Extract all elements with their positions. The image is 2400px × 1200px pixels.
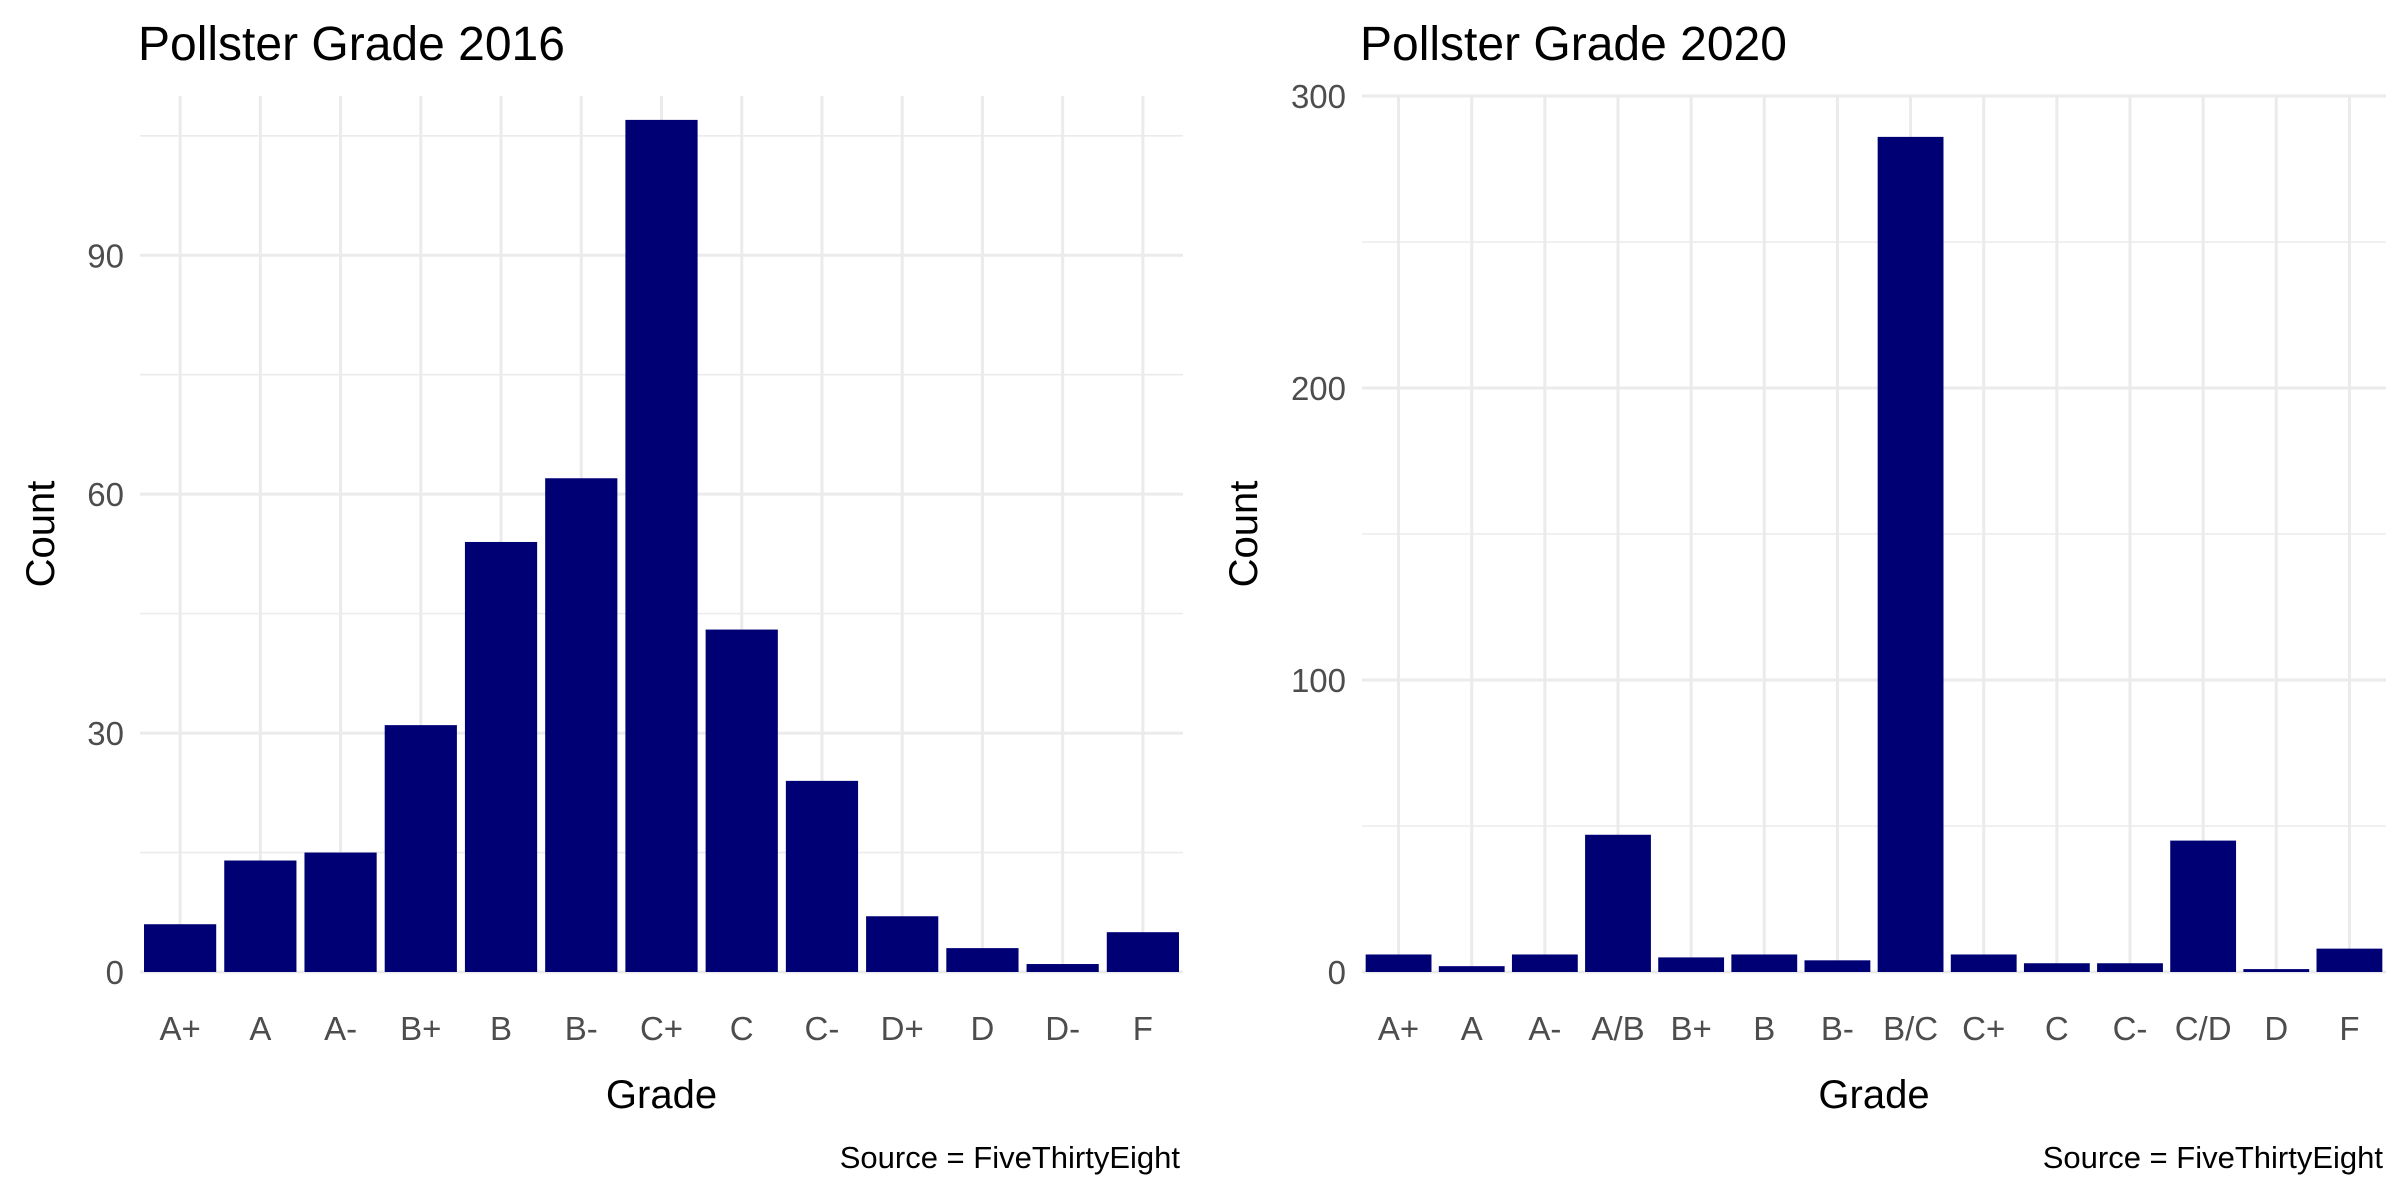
- x-tick-label: A/B: [1591, 1010, 1644, 1047]
- chart-title: Pollster Grade 2020: [1360, 18, 1787, 71]
- bar-A+: [144, 924, 217, 972]
- y-tick-label: 200: [1291, 370, 1346, 407]
- bar-B+: [1658, 957, 1725, 972]
- x-tick-label: B+: [1670, 1010, 1711, 1047]
- bar-B-: [545, 478, 618, 972]
- y-axis-title: Count: [19, 481, 63, 588]
- bar-A+: [1365, 954, 1432, 972]
- bar-D+: [866, 916, 939, 972]
- x-tick-label: C: [2045, 1010, 2069, 1047]
- x-tick-label: B: [1753, 1010, 1775, 1047]
- bar-B+: [384, 725, 457, 972]
- bar-B: [464, 541, 538, 972]
- y-tick-label: 0: [106, 954, 124, 991]
- x-tick-label: B/C: [1883, 1010, 1938, 1047]
- x-tick-label: D: [971, 1010, 995, 1047]
- x-tick-label: A-: [324, 1010, 357, 1047]
- y-tick-label: 90: [87, 237, 124, 274]
- x-tick-label: A: [249, 1010, 271, 1047]
- x-tick-label: F: [2339, 1010, 2359, 1047]
- x-axis-title: Grade: [1818, 1073, 1929, 1117]
- bar-F: [2316, 948, 2383, 972]
- x-tick-label: A+: [1378, 1010, 1419, 1047]
- x-tick-label: A: [1461, 1010, 1483, 1047]
- bar-D-: [1026, 964, 1099, 972]
- x-tick-label: C+: [640, 1010, 683, 1047]
- x-tick-label: C+: [1962, 1010, 2005, 1047]
- x-tick-label: B-: [1821, 1010, 1854, 1047]
- bar-C-: [785, 780, 859, 972]
- bar-C/D: [2170, 840, 2237, 972]
- bar-B/C: [1877, 136, 1944, 972]
- bar-C: [705, 629, 778, 972]
- bar-C+: [1950, 954, 2017, 972]
- bar-B-: [1804, 960, 1871, 972]
- x-tick-label: B-: [565, 1010, 598, 1047]
- x-tick-label: C/D: [2175, 1010, 2232, 1047]
- bar-D: [946, 948, 1019, 972]
- bar-C+: [625, 119, 698, 972]
- bar-C: [2023, 963, 2090, 972]
- bar-F: [1106, 932, 1179, 972]
- x-tick-label: D: [2264, 1010, 2288, 1047]
- y-axis-title: Count: [1222, 481, 1266, 588]
- bar-A-: [1511, 954, 1578, 972]
- x-tick-label: D+: [881, 1010, 924, 1047]
- x-tick-label: C-: [2113, 1010, 2148, 1047]
- bar-D: [2243, 969, 2310, 972]
- chart-title: Pollster Grade 2016: [138, 18, 565, 71]
- x-axis-title: Grade: [606, 1073, 717, 1117]
- chart-caption: Source = FiveThirtyEight: [840, 1140, 1181, 1175]
- chart-panel-2: 0 100 200 300 A+ A A- A/B B+ B B- B/C C+ C C- C/D D F Poll…: [1222, 18, 2386, 1175]
- bar-A: [1438, 966, 1505, 972]
- bar-A/B: [1585, 834, 1651, 972]
- y-tick-label: 100: [1291, 662, 1346, 699]
- bar-A-: [304, 852, 377, 972]
- x-tick-label: B: [490, 1010, 512, 1047]
- y-tick-label: 300: [1291, 78, 1346, 115]
- x-tick-label: C: [730, 1010, 754, 1047]
- chart-caption: Source = FiveThirtyEight: [2043, 1140, 2384, 1175]
- chart-panel-1: 0 30 60 90 A+ A A- B+ B B- C+ C C- D+ D D- F Pollster Gra…: [19, 18, 1183, 1175]
- x-tick-label: D-: [1045, 1010, 1080, 1047]
- y-tick-label: 30: [87, 715, 124, 752]
- y-tick-label: 0: [1328, 954, 1346, 991]
- x-tick-label: C-: [805, 1010, 840, 1047]
- x-tick-label: A-: [1528, 1010, 1561, 1047]
- x-tick-label: A+: [159, 1010, 200, 1047]
- bar-A: [224, 860, 297, 972]
- x-tick-label: F: [1133, 1010, 1153, 1047]
- y-tick-label: 60: [87, 476, 124, 513]
- bar-B: [1731, 954, 1798, 972]
- bar-C-: [2097, 963, 2163, 972]
- x-tick-label: B+: [400, 1010, 441, 1047]
